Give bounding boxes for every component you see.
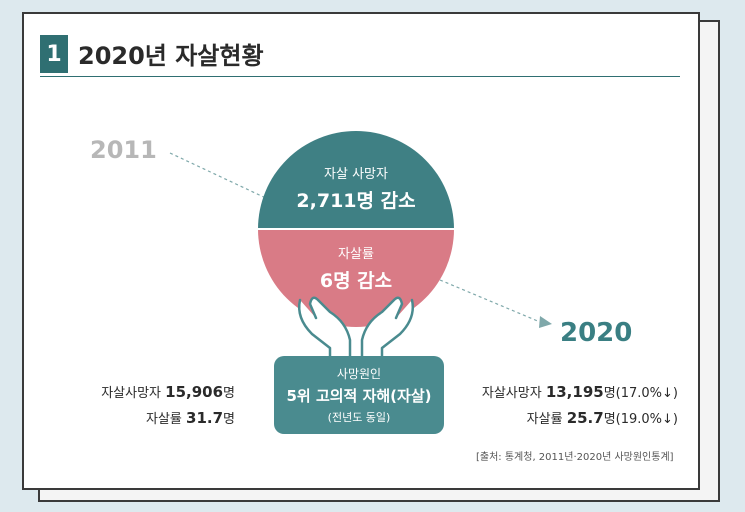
circle-bottom-text: 자살률 6명 감소 (266, 243, 446, 293)
deaths-change-value: 2,711명 감소 (296, 190, 416, 212)
cause-of-death-box: 사망원인 5위 고의적 자해(자살) (전년도 동일) (274, 356, 444, 434)
title-number: 1 (40, 35, 68, 73)
deaths-2011-value: 15,906 (165, 383, 224, 401)
page-title: 2020년 자살현황 (78, 42, 264, 70)
hands-icon (298, 296, 414, 364)
connector-line-2011 (169, 152, 271, 201)
deaths-2020-value: 13,195 (545, 383, 604, 401)
deaths-change-label: 자살 사망자 (324, 167, 388, 182)
rate-2011-label: 자살률 (145, 412, 182, 427)
rate-2011-value: 31.7 (186, 409, 224, 427)
cause-value: 5위 고의적 자해(자살) (286, 387, 432, 405)
connector-line-2020 (439, 279, 541, 323)
deaths-2020-label: 자살사망자 (481, 386, 542, 401)
circle-top-text: 자살 사망자 2,711명 감소 (266, 163, 446, 213)
title-divider (40, 76, 680, 77)
cause-label: 사망원인 (336, 367, 382, 381)
source-note: [출처: 통계청, 2011년·2020년 사망원인통계] (476, 452, 674, 463)
rate-2020-value: 25.7 (566, 409, 604, 427)
rate-change-value: 6명 감소 (319, 270, 393, 292)
deaths-2011-unit: 명 (223, 386, 235, 401)
year-end-label: 2020 (560, 318, 633, 348)
rate-change-label: 자살률 (338, 247, 374, 262)
deaths-2011-label: 자살사망자 (101, 386, 161, 401)
year-start-label: 2011 (90, 136, 157, 164)
stats-2011: 자살사망자 15,906명 자살률 31.7명 (85, 380, 235, 432)
arrow-head-icon (539, 316, 552, 328)
rate-2020-unit: 명(19.0%↓) (603, 412, 678, 427)
rate-2020-label: 자살률 (526, 412, 563, 427)
deaths-2020-unit: 명(17.0%↓) (603, 386, 678, 401)
rate-2011-unit: 명 (223, 412, 235, 427)
stats-2020: 자살사망자 13,195명(17.0%↓) 자살률 25.7명(19.0%↓) (478, 380, 678, 432)
cause-note: (전년도 동일) (327, 411, 391, 424)
